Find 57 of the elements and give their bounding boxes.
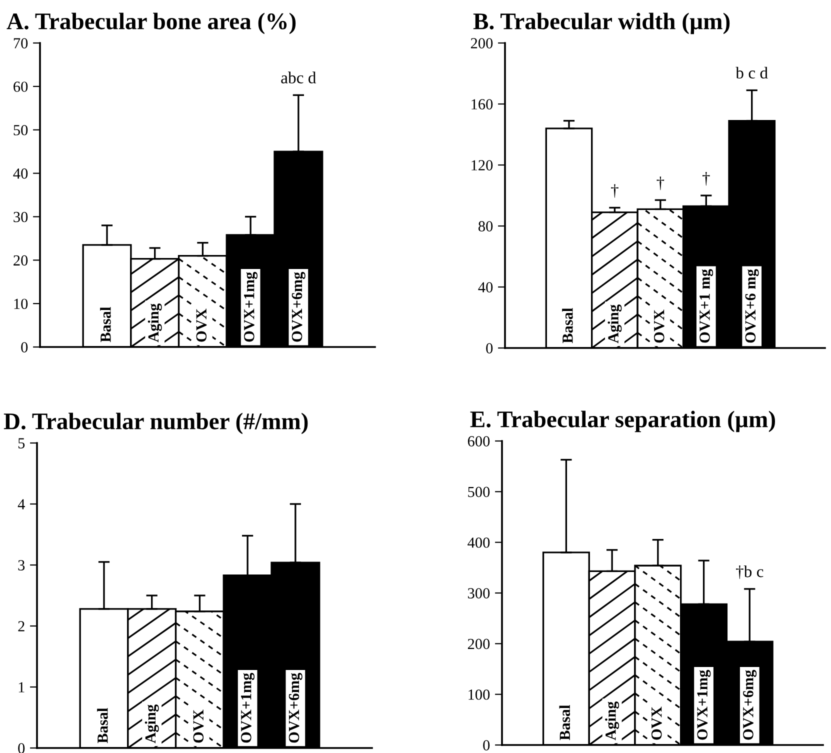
x-tick-label: OVX — [654, 310, 664, 343]
chart-title: B. Trabecular width (µm) — [473, 12, 730, 34]
y-tick-label: 400 — [468, 537, 490, 548]
y-tick-label: 40 — [478, 282, 493, 292]
y-tick-label: 0 — [486, 343, 493, 354]
chart-title: E. Trabecular separation (µm) — [470, 410, 776, 432]
y-tick-label: 50 — [14, 125, 28, 136]
y-tick-label: 5 — [18, 438, 25, 448]
y-tick-label: 2 — [18, 621, 24, 632]
annotation: † — [702, 172, 710, 186]
annotation: † — [656, 176, 664, 190]
annotation: b c d — [736, 66, 768, 79]
x-tick-label: OVX+1mg — [241, 672, 254, 743]
y-tick-label: 500 — [468, 486, 490, 498]
x-tick-label: OVX+6mg — [292, 272, 306, 342]
y-tick-label: 40 — [13, 168, 28, 179]
x-tick-label: Basal — [559, 705, 570, 740]
x-tick-label: OVX — [651, 706, 662, 740]
x-tick-label: OVX+1 mg — [700, 269, 714, 343]
y-tick-label: 600 — [468, 436, 490, 446]
x-tick-label: Aging — [148, 304, 162, 342]
annotation: † — [611, 184, 618, 198]
y-tick-label: 100 — [468, 689, 490, 700]
x-tick-label: OVX+6 mg — [745, 269, 759, 343]
x-tick-label: Aging — [608, 304, 622, 344]
x-tick-label: OVX+6mg — [743, 670, 757, 740]
x-tick-label: OVX+6mg — [288, 672, 302, 743]
annotation: abc d — [281, 72, 316, 84]
y-tick-label: 10 — [14, 298, 28, 310]
y-tick-label: 300 — [468, 588, 490, 598]
y-tick-label: 0 — [18, 743, 25, 753]
y-tick-label: 120 — [472, 160, 493, 170]
x-tick-label: Basal — [562, 308, 573, 344]
x-tick-label: Basal — [100, 307, 111, 342]
x-tick-label: Basal — [97, 708, 108, 744]
x-tick-label: OVX+1mg — [697, 670, 711, 740]
chart-title: A. Trabecular bone area (%) — [6, 12, 296, 34]
y-tick-label: 80 — [478, 221, 493, 232]
x-tick-label: OVX — [193, 710, 204, 743]
x-tick-label: OVX — [196, 308, 207, 342]
y-tick-label: 60 — [14, 82, 28, 92]
y-tick-label: 30 — [14, 212, 28, 222]
y-tick-label: 0 — [21, 342, 28, 352]
x-tick-label: Aging — [144, 704, 159, 744]
y-tick-label: 70 — [14, 38, 28, 48]
y-tick-label: 0 — [483, 740, 490, 750]
annotation: †b c — [736, 566, 764, 580]
x-tick-label: OVX+1mg — [244, 272, 258, 342]
y-tick-label: 200 — [468, 638, 490, 650]
chart-title: D. Trabecular number (#/mm) — [4, 412, 308, 434]
y-tick-label: 20 — [14, 255, 28, 266]
y-tick-label: 200 — [470, 38, 493, 48]
y-tick-label: 4 — [18, 499, 25, 510]
y-tick-label: 160 — [472, 99, 493, 110]
x-tick-label: Aging — [605, 702, 620, 740]
y-tick-label: 1 — [18, 682, 24, 692]
y-tick-label: 3 — [18, 560, 25, 570]
